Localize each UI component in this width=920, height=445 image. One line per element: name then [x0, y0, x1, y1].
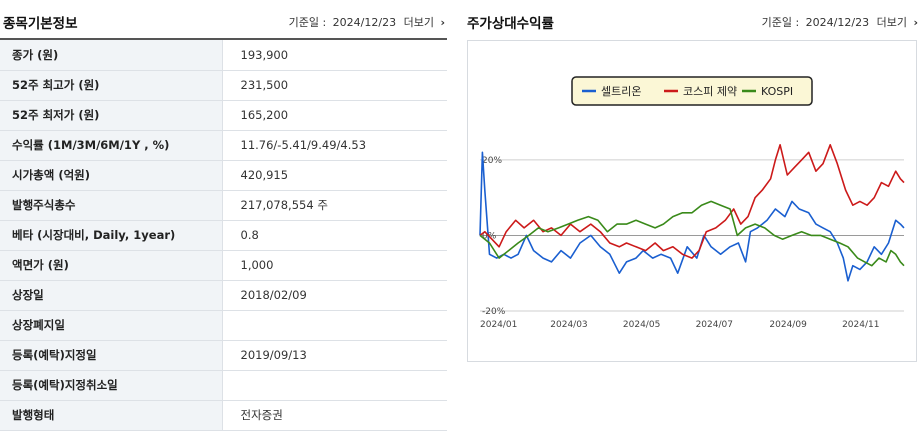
x-tick-label: 2024/09 [769, 320, 807, 330]
table-row: 발행주식총수 217,078,554 주 [0, 190, 447, 221]
row-value: 11.76/-5.41/9.49/4.53 [222, 130, 447, 161]
row-label: 상장폐지일 [0, 310, 223, 341]
y-tick-label: 20% [482, 156, 502, 166]
row-label: 베타 (시장대비, Daily, 1year) [0, 220, 223, 251]
row-label: 수익률 (1M/3M/6M/1Y , %) [0, 130, 223, 161]
legend-label: 셀트리온 [601, 85, 641, 98]
row-value: 전자증권 [222, 400, 447, 431]
table-row: 액면가 (원) 1,000 [0, 250, 447, 281]
more-link[interactable]: 더보기 [403, 16, 434, 29]
chart-more-link[interactable]: 더보기 [876, 16, 907, 29]
x-tick-label: 2024/07 [696, 320, 733, 330]
row-value: 2019/09/13 [222, 340, 447, 371]
stock-basic-info-meta: 기준일 : 2024/12/23 더보기 › [289, 14, 445, 30]
relative-return-chart: 20% 0% -20% 2024/01 2024/03 2024/05 2024/07 202… [467, 40, 917, 362]
relative-return-meta: 기준일 : 2024/12/23 더보기 › [762, 14, 918, 30]
table-row: 등록(예탁)지정일 2019/09/13 [0, 340, 447, 371]
row-value: 1,000 [222, 250, 447, 281]
relative-return-title: 주가상대수익률 [467, 16, 554, 32]
row-label: 52주 최고가 (원) [0, 70, 223, 101]
stock-basic-info-panel: 종목기본정보 기준일 : 2024/12/23 더보기 › 종가 (원) 193,… [0, 0, 447, 445]
row-label: 등록(예탁)지정일 [0, 340, 223, 371]
stock-basic-info-header: 종목기본정보 기준일 : 2024/12/23 더보기 › [0, 0, 447, 40]
stock-basic-info-title: 종목기본정보 [3, 16, 78, 32]
row-value: 231,500 [222, 70, 447, 101]
row-label: 액면가 (원) [0, 250, 223, 281]
row-value: 193,900 [222, 40, 447, 71]
x-tick-label: 2024/03 [550, 320, 587, 330]
row-label: 52주 최저가 (원) [0, 100, 223, 131]
series-line-1 [479, 144, 905, 259]
chart-reference-date: 2024/12/23 [805, 16, 870, 29]
relative-return-header: 주가상대수익률 기준일 : 2024/12/23 더보기 › [467, 0, 920, 40]
chart-reference-date-label: 기준일 : [761, 16, 800, 29]
table-row: 상장일 2018/02/09 [0, 280, 447, 311]
row-value: 0.8 [222, 220, 447, 251]
row-label: 상장일 [0, 280, 223, 311]
chart-svg: 20%0%-20%2024/01 2024/03 2024/05 2024/07 202… [479, 76, 905, 330]
x-tick-label: 2024/01 [480, 320, 517, 330]
table-row: 상장폐지일 [0, 310, 447, 341]
row-label: 종가 (원) [0, 40, 223, 71]
row-value: 420,915 [222, 160, 447, 191]
chart-legend [571, 76, 813, 106]
table-row: 52주 최고가 (원) 231,500 [0, 70, 447, 101]
reference-date-label: 기준일 : [288, 16, 327, 29]
row-label: 발행형태 [0, 400, 223, 431]
series-line-0 [479, 151, 905, 282]
table-row: 시가총액 (억원) 420,915 [0, 160, 447, 191]
legend-label: KOSPI [761, 85, 793, 98]
row-value: 165,200 [222, 100, 447, 131]
table-row: 발행형태 전자증권 [0, 400, 447, 431]
chevron-right-icon[interactable]: › [913, 16, 918, 29]
table-row: 수익률 (1M/3M/6M/1Y , %) 11.76/-5.41/9.49/4.… [0, 130, 447, 161]
row-value: 2018/02/09 [222, 280, 447, 311]
y-tick-label: -20% [482, 307, 506, 317]
table-row: 52주 최저가 (원) 165,200 [0, 100, 447, 131]
table-row: 등록(예탁)지정취소일 [0, 370, 447, 401]
row-value [222, 370, 447, 401]
row-label: 시가총액 (억원) [0, 160, 223, 191]
chevron-right-icon[interactable]: › [440, 16, 445, 29]
x-tick-label: 2024/11 [842, 320, 879, 330]
relative-return-panel: 주가상대수익률 기준일 : 2024/12/23 더보기 › 20% 0% -20%… [467, 0, 920, 445]
table-row: 베타 (시장대비, Daily, 1year) 0.8 [0, 220, 447, 251]
reference-date: 2024/12/23 [332, 16, 397, 29]
row-label: 발행주식총수 [0, 190, 223, 221]
x-tick-label: 2024/05 [623, 320, 660, 330]
row-label: 등록(예탁)지정취소일 [0, 370, 223, 401]
table-row: 종가 (원) 193,900 [0, 40, 447, 71]
legend-label: 코스피 제약 [683, 84, 737, 98]
row-value [222, 310, 447, 341]
stock-info-table: 종가 (원) 193,900 52주 최고가 (원) 231,500 52주 최저가 (… [0, 40, 447, 431]
row-value: 217,078,554 주 [222, 190, 447, 221]
series-line-2 [479, 200, 905, 267]
